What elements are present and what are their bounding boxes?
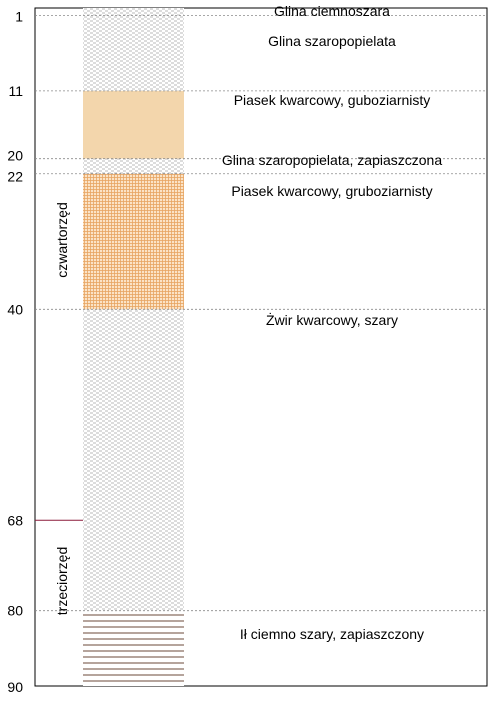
layer-0 (83, 8, 184, 16)
layer-3 (83, 158, 184, 174)
layer-label-6: Ił ciemno szary, zapiaszczony (240, 626, 424, 642)
depth-tick-label: 40 (7, 301, 23, 317)
layer-label-1: Glina szaropopielata (268, 33, 396, 49)
layer-4 (83, 173, 184, 310)
layer-label-5: Żwir kwarcowy, szary (266, 311, 398, 328)
layer-label-3: Glina szaropopielata, zapiaszczona (222, 152, 442, 168)
depth-tick-label: 80 (7, 603, 23, 619)
layer-column (83, 8, 184, 686)
depth-tick-label: 11 (8, 83, 23, 99)
layer-5 (83, 309, 184, 611)
depth-tick-label: 1 (15, 9, 23, 25)
era-label-quaternary: czwartorzęd (54, 202, 70, 277)
layer-6 (83, 610, 184, 686)
layer-labels: Glina ciemnoszara Glina szaropopielata Pia… (222, 3, 442, 642)
layer-label-0: Glina ciemnoszara (274, 3, 390, 19)
depth-tick-label: 22 (7, 169, 23, 185)
layer-2 (83, 90, 184, 159)
depth-tick-label: 20 (7, 148, 23, 164)
era-label-tertiary: trzeciorzęd (54, 547, 70, 615)
depth-tick-label: 90 (7, 679, 23, 695)
depth-tick-label: 68 (7, 512, 23, 528)
layer-label-4: Piasek kwarcowy, gruboziarnisty (231, 183, 432, 199)
boundary-lines (35, 15, 487, 612)
layer-label-2: Piasek kwarcowy, guboziarnisty (234, 92, 431, 108)
frame (34, 7, 488, 687)
layer-1 (83, 15, 184, 91)
